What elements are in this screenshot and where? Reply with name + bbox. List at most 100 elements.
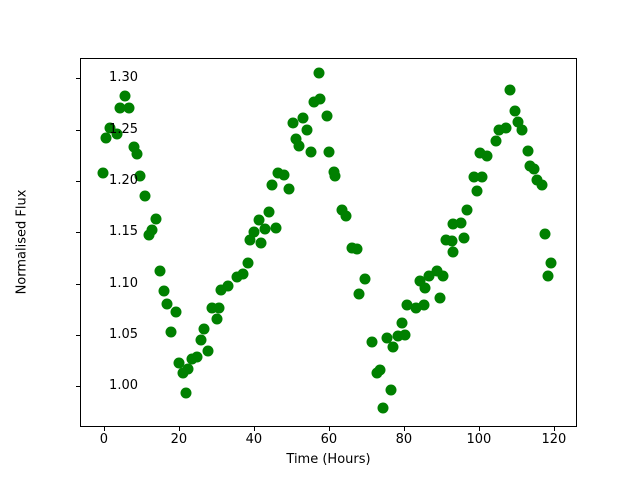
data-point	[114, 102, 126, 114]
data-point	[509, 105, 520, 117]
data-point	[222, 280, 234, 292]
data-point	[278, 169, 289, 181]
data-point	[471, 185, 483, 197]
data-point	[500, 122, 512, 134]
data-point	[455, 217, 467, 229]
data-point	[290, 133, 302, 145]
data-point	[237, 268, 249, 280]
y-tick-label: 1.15	[109, 224, 138, 240]
y-tick-label: 1.30	[109, 70, 138, 86]
data-point	[504, 84, 516, 96]
data-point	[474, 147, 486, 159]
y-tick-label: 1.10	[109, 275, 138, 291]
data-point	[211, 313, 223, 325]
data-point	[173, 357, 185, 369]
x-tick-mark	[253, 427, 255, 431]
data-point	[255, 237, 267, 248]
data-point	[139, 190, 151, 202]
data-point	[387, 341, 399, 353]
data-point	[244, 234, 256, 246]
data-point	[111, 128, 123, 140]
y-tick-mark	[76, 334, 80, 336]
y-tick-label: 1.20	[109, 172, 138, 188]
data-point	[410, 302, 421, 314]
data-point	[414, 275, 426, 287]
data-point	[293, 140, 305, 152]
data-point	[458, 232, 470, 244]
y-tick-label: 1.00	[109, 378, 138, 394]
data-point	[329, 170, 341, 182]
data-point	[301, 124, 313, 136]
data-point	[447, 246, 459, 258]
data-point	[447, 218, 459, 230]
scatter-dot-layer	[81, 59, 576, 426]
x-tick-mark	[178, 427, 180, 431]
x-tick-label: 0	[99, 432, 109, 447]
y-tick-mark	[76, 180, 80, 182]
y-axis-label: Normalised Flux	[14, 189, 30, 295]
x-tick-mark	[553, 427, 555, 431]
data-point	[146, 224, 158, 236]
data-point	[314, 93, 326, 105]
data-point	[396, 317, 408, 329]
data-point	[313, 67, 325, 79]
data-point	[321, 110, 333, 122]
data-point	[434, 292, 446, 304]
data-point	[336, 204, 348, 216]
data-point	[123, 102, 135, 114]
data-point	[259, 223, 271, 235]
y-tick-label: 1.25	[109, 121, 138, 137]
data-point	[359, 273, 371, 285]
data-point	[270, 222, 282, 234]
data-point	[231, 271, 243, 283]
data-point	[180, 387, 192, 399]
data-point	[374, 364, 386, 376]
data-point	[385, 384, 397, 396]
data-point	[399, 329, 411, 341]
plot-area: 0 20 40 60 80 100 120	[76, 58, 577, 447]
data-point	[377, 402, 389, 414]
data-point	[481, 150, 493, 162]
data-point	[195, 334, 207, 346]
x-tick-mark	[328, 427, 330, 431]
data-point	[381, 332, 393, 344]
data-point	[213, 302, 225, 314]
data-point	[154, 265, 166, 277]
y-tick-mark	[76, 78, 80, 80]
data-point	[461, 204, 473, 216]
data-point	[165, 326, 177, 338]
x-tick-label: 40	[245, 432, 263, 447]
y-tick-mark	[76, 232, 80, 234]
y-tick-mark	[76, 283, 80, 285]
data-point	[351, 243, 363, 255]
data-point	[431, 265, 442, 277]
data-point	[206, 302, 218, 314]
data-point	[266, 179, 278, 191]
data-point	[177, 367, 189, 379]
data-point	[418, 299, 430, 311]
data-point	[297, 112, 309, 124]
data-point	[158, 285, 170, 297]
data-point	[392, 330, 404, 342]
data-point	[131, 148, 143, 160]
data-point	[539, 228, 551, 240]
data-point	[104, 122, 116, 134]
data-point	[531, 174, 543, 186]
data-point	[516, 124, 528, 136]
data-point	[186, 353, 198, 365]
data-point	[143, 229, 155, 241]
data-point	[353, 288, 365, 300]
data-point	[446, 235, 457, 247]
data-point	[128, 141, 139, 153]
data-point	[287, 117, 299, 129]
data-point	[170, 306, 181, 318]
x-tick-label: 60	[320, 432, 338, 447]
data-point	[182, 363, 193, 375]
data-point	[242, 257, 254, 269]
data-point	[468, 171, 480, 183]
data-point	[119, 90, 131, 102]
data-point	[522, 145, 534, 157]
data-point	[283, 183, 295, 195]
y-tick-label: 1.05	[109, 326, 138, 342]
